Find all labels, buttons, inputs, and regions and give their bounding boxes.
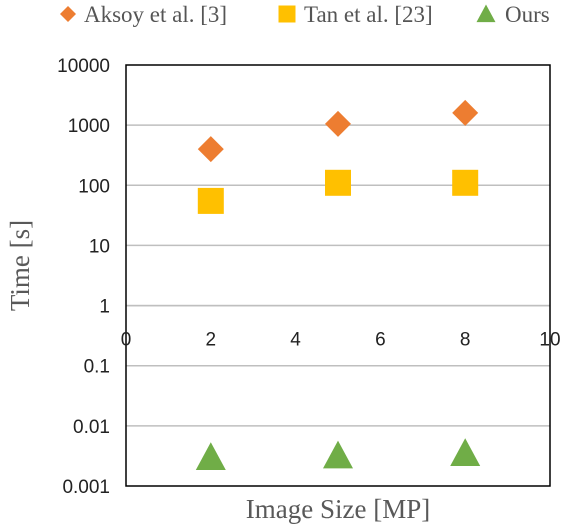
- y-tick-label: 100: [78, 176, 110, 197]
- legend-label: Aksoy et al. [3]: [84, 2, 227, 27]
- legend-label: Ours: [505, 2, 550, 27]
- x-tick-label: 0: [121, 330, 132, 351]
- legend-diamond-icon: [60, 6, 76, 22]
- plot-area: [125, 64, 551, 487]
- x-axis-title: Image Size [MP]: [246, 494, 430, 524]
- square-point: [452, 169, 479, 196]
- triangle-point: [195, 442, 226, 471]
- data-markers: [195, 99, 481, 471]
- square-point: [197, 187, 224, 214]
- x-tick-label: 10: [539, 330, 560, 351]
- y-tick-label: 0.001: [62, 477, 110, 498]
- triangle-point: [450, 438, 481, 467]
- y-tick-label: 1: [99, 297, 110, 318]
- y-tick-labels: 10000 1000 100 10 1 0.1 0.01 0.001: [57, 56, 110, 498]
- x-tick-label: 8: [460, 330, 471, 351]
- square-point: [325, 169, 351, 196]
- legend-label: Tan et al. [23]: [304, 2, 433, 27]
- diamond-point: [197, 136, 224, 163]
- y-tick-label: 0.01: [73, 417, 110, 438]
- triangle-point: [323, 440, 353, 469]
- y-axis-title: Time [s]: [5, 220, 35, 311]
- x-tick-label: 4: [290, 330, 301, 351]
- y-tick-label: 10: [89, 236, 110, 257]
- diamond-point: [325, 110, 351, 137]
- y-tick-label: 0.1: [84, 357, 110, 378]
- x-tick-labels: 0 2 4 6 8 10: [121, 330, 561, 351]
- x-tick-label: 6: [375, 330, 386, 351]
- y-tick-label: 10000: [57, 56, 110, 77]
- legend-square-icon: [278, 5, 296, 23]
- legend: Aksoy et al. [3] Tan et al. [23] Ours: [60, 2, 550, 27]
- y-tick-label: 1000: [68, 116, 110, 137]
- legend-triangle-icon: [476, 4, 496, 23]
- diamond-point: [452, 99, 479, 126]
- x-tick-label: 2: [206, 330, 217, 351]
